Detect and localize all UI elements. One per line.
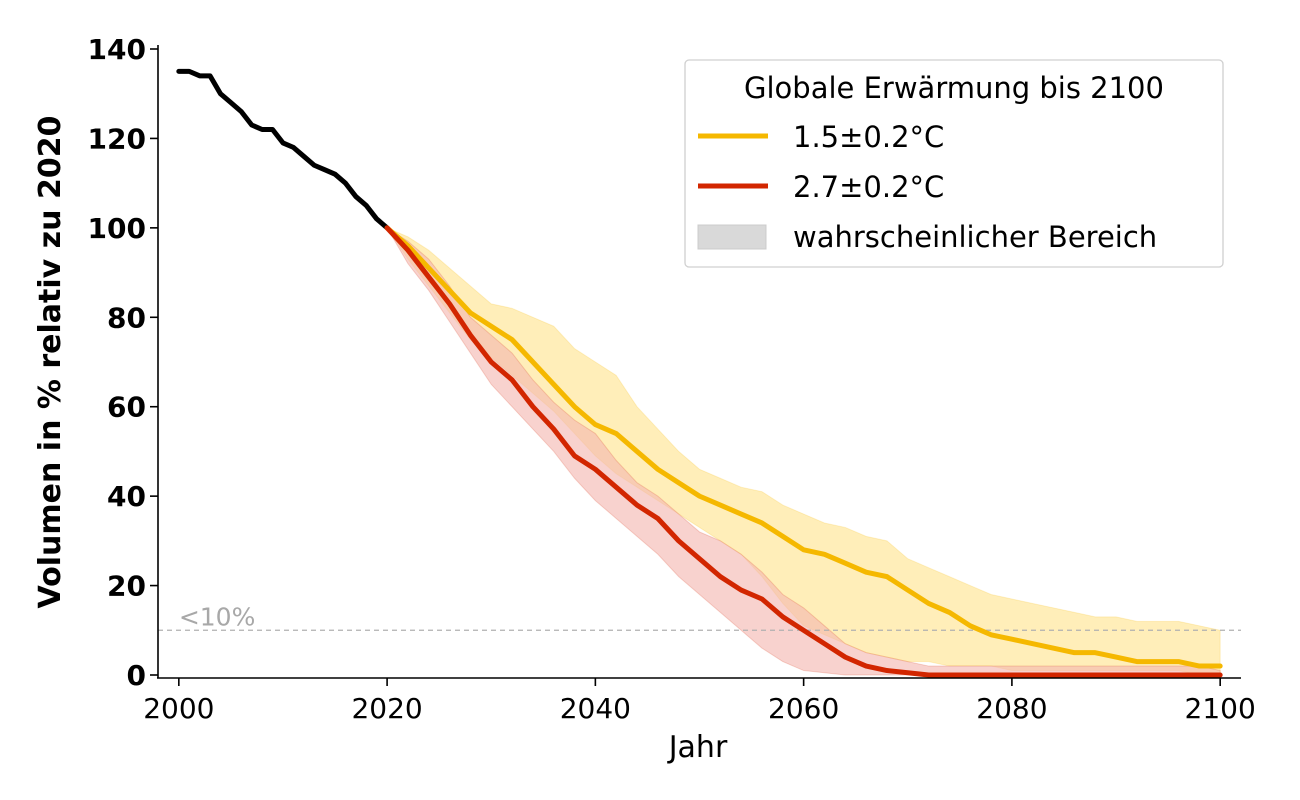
y-tick-label: 80 bbox=[107, 301, 146, 334]
y-tick-label: 40 bbox=[107, 480, 146, 513]
legend-swatch-band bbox=[697, 224, 767, 250]
legend-label: 2.7±0.2°C bbox=[793, 170, 944, 204]
x-tick-label: 2000 bbox=[143, 692, 214, 725]
series-line bbox=[384, 225, 1223, 678]
series-line bbox=[384, 225, 1223, 669]
y-tick-label: 60 bbox=[107, 391, 146, 424]
y-tick-label: 0 bbox=[127, 659, 146, 692]
y-tick-label: 140 bbox=[88, 33, 146, 66]
legend-label: 1.5±0.2°C bbox=[793, 120, 944, 154]
uncertainty-bands bbox=[385, 226, 1221, 676]
legend-label: wahrscheinlicher Bereich bbox=[793, 220, 1157, 254]
x-tick-label: 2060 bbox=[768, 692, 839, 725]
legend-box bbox=[684, 59, 1224, 268]
series-line bbox=[176, 68, 390, 231]
y-tick-label: 120 bbox=[88, 122, 146, 155]
y-tick-label: 100 bbox=[88, 212, 146, 245]
x-axis-label: Jahr bbox=[667, 730, 728, 765]
y-axis-ticks: 0 20 40 60 80 100 120 140 bbox=[88, 33, 158, 692]
x-tick-label: 2020 bbox=[351, 692, 422, 725]
x-tick-label: 2040 bbox=[560, 692, 631, 725]
x-tick-label: 2100 bbox=[1185, 692, 1256, 725]
y-tick-label: 20 bbox=[107, 570, 146, 603]
threshold-label: <10% bbox=[179, 602, 256, 631]
plot-area: <10% bbox=[158, 68, 1241, 678]
x-tick-label: 2080 bbox=[976, 692, 1047, 725]
uncertainty-band bbox=[386, 227, 1221, 676]
x-axis-ticks: 2000 2020 2040 2060 2080 2100 bbox=[143, 678, 1256, 725]
legend: Globale Erwärmung bis 2100 1.5±0.2°C 2.7… bbox=[684, 59, 1224, 268]
y-axis-label: Volumen in % relativ zu 2020 bbox=[33, 116, 68, 609]
series-lines bbox=[176, 68, 1223, 678]
legend-title: Globale Erwärmung bis 2100 bbox=[744, 71, 1164, 105]
